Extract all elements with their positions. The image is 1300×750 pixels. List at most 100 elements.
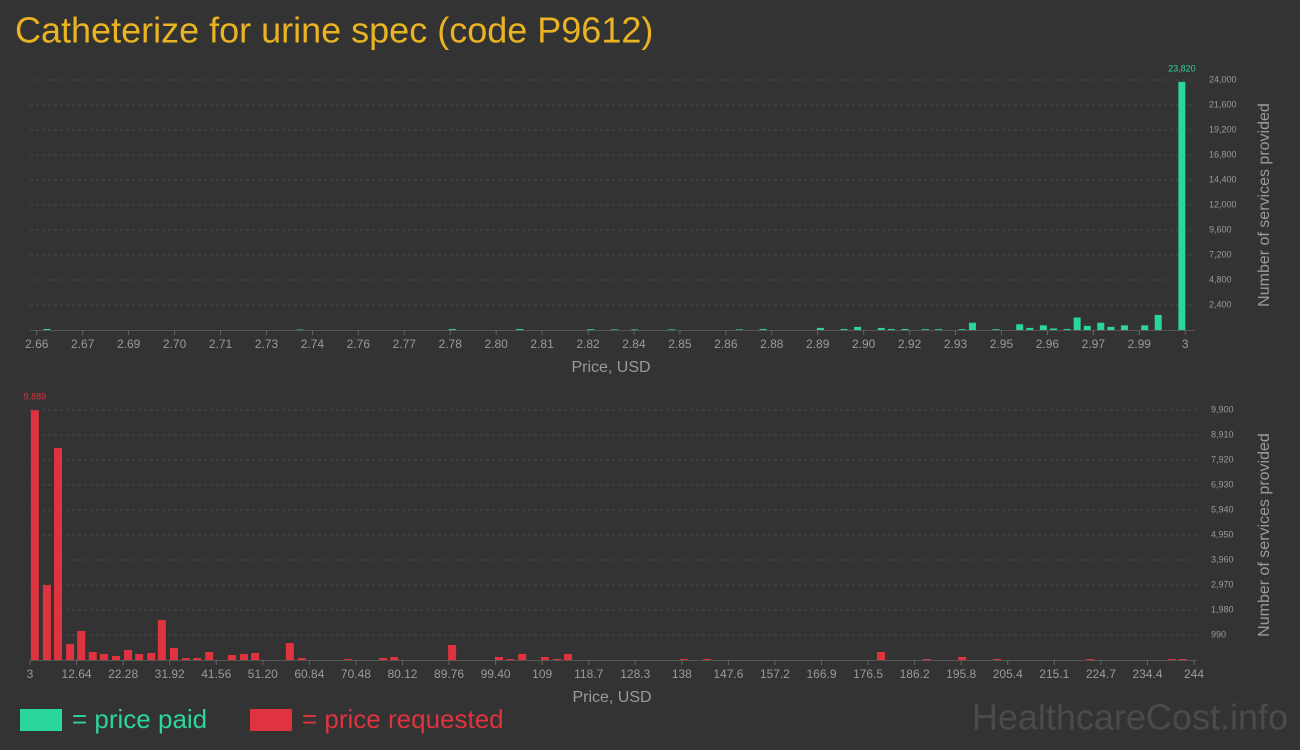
y-tick-label: 2,970 bbox=[1211, 579, 1234, 589]
bar bbox=[816, 327, 824, 330]
x-tick-label: 2.73 bbox=[255, 337, 279, 351]
bar bbox=[42, 585, 51, 660]
bar bbox=[958, 656, 967, 660]
x-tick-label: 2.86 bbox=[714, 337, 738, 351]
x-tick-label: 2.66 bbox=[25, 337, 49, 351]
x-tick-label: 2.85 bbox=[668, 337, 692, 351]
y-tick-label: 7,200 bbox=[1209, 249, 1232, 259]
x-tick-label: 224.7 bbox=[1086, 667, 1116, 681]
x-tick-label: 89.76 bbox=[434, 667, 464, 681]
bar bbox=[285, 643, 294, 660]
bar bbox=[1083, 325, 1091, 330]
y-tick-label: 4,950 bbox=[1211, 529, 1234, 539]
x-tick-label: 109 bbox=[532, 667, 552, 681]
bar bbox=[540, 656, 549, 660]
bar bbox=[968, 322, 976, 330]
x-tick-label: 51.20 bbox=[248, 667, 278, 681]
legend-swatch bbox=[250, 709, 292, 731]
x-tick-label: 147.6 bbox=[713, 667, 743, 681]
x-tick-label: 2.81 bbox=[530, 337, 554, 351]
bar bbox=[1120, 325, 1128, 330]
bar bbox=[564, 653, 573, 660]
x-tick-label: 138 bbox=[672, 667, 692, 681]
bar bbox=[494, 656, 503, 660]
x-tick-label: 2.71 bbox=[209, 337, 233, 351]
y-tick-label: 4,800 bbox=[1209, 274, 1232, 284]
bar bbox=[922, 658, 931, 660]
x-axis-title: Price, USD bbox=[571, 359, 650, 376]
bar bbox=[587, 329, 595, 330]
y-tick-label: 6,930 bbox=[1211, 479, 1234, 489]
y-tick-label: 14,400 bbox=[1209, 174, 1237, 184]
bar bbox=[877, 327, 885, 330]
x-tick-label: 2.95 bbox=[990, 337, 1014, 351]
data-label: 23,820 bbox=[1168, 63, 1196, 73]
data-label: 9,889 bbox=[24, 392, 47, 402]
x-tick-label: 157.2 bbox=[760, 667, 790, 681]
y-tick-label: 21,600 bbox=[1209, 99, 1237, 109]
y-tick-label: 12,000 bbox=[1209, 199, 1237, 209]
bar bbox=[296, 329, 304, 330]
bar bbox=[1016, 324, 1024, 330]
y-tick-label: 990 bbox=[1211, 629, 1226, 639]
bar bbox=[182, 658, 191, 660]
x-tick-label: 128.3 bbox=[620, 667, 650, 681]
watermark: HealthcareCost.info bbox=[972, 697, 1288, 738]
bar bbox=[1154, 314, 1162, 330]
y-tick-label: 2,400 bbox=[1209, 299, 1232, 309]
bar bbox=[1063, 328, 1071, 330]
bar bbox=[631, 329, 639, 330]
bar bbox=[1073, 317, 1081, 330]
x-tick-label: 3 bbox=[1182, 337, 1189, 351]
x-tick-label: 2.67 bbox=[71, 337, 95, 351]
bar bbox=[54, 448, 63, 660]
bar bbox=[958, 329, 966, 330]
bar bbox=[147, 653, 156, 660]
bar bbox=[679, 658, 688, 660]
bar bbox=[343, 658, 352, 660]
bar bbox=[135, 653, 144, 660]
bar bbox=[610, 329, 618, 330]
x-tick-label: 2.97 bbox=[1082, 337, 1106, 351]
bar bbox=[193, 658, 202, 660]
x-tick-label: 205.4 bbox=[993, 667, 1023, 681]
y-tick-label: 3,960 bbox=[1211, 554, 1234, 564]
y-tick-label: 19,200 bbox=[1209, 124, 1237, 134]
bar bbox=[840, 328, 848, 330]
bar bbox=[297, 658, 306, 660]
legend-label: = price paid bbox=[72, 704, 207, 734]
x-tick-label: 118.7 bbox=[574, 667, 603, 681]
bar bbox=[448, 645, 457, 660]
bar bbox=[516, 328, 524, 330]
bar bbox=[518, 653, 527, 660]
bar bbox=[99, 653, 108, 660]
x-tick-label: 2.92 bbox=[898, 337, 922, 351]
bar bbox=[992, 658, 1001, 660]
x-tick-label: 2.74 bbox=[301, 337, 325, 351]
bar bbox=[877, 651, 886, 660]
x-tick-label: 60.84 bbox=[294, 667, 324, 681]
bar bbox=[1178, 81, 1186, 330]
bar bbox=[239, 653, 248, 660]
bar bbox=[124, 650, 133, 660]
bar bbox=[448, 328, 456, 330]
x-tick-label: 176.5 bbox=[853, 667, 883, 681]
x-tick-label: 2.70 bbox=[163, 337, 187, 351]
y-tick-label: 1,980 bbox=[1211, 604, 1234, 614]
bar bbox=[111, 656, 120, 660]
x-tick-label: 2.84 bbox=[622, 337, 646, 351]
y-tick-label: 9,600 bbox=[1209, 224, 1232, 234]
bar bbox=[1050, 328, 1058, 330]
x-tick-label: 244 bbox=[1184, 667, 1204, 681]
bar bbox=[66, 643, 75, 660]
bar bbox=[735, 329, 743, 330]
bar bbox=[88, 651, 97, 660]
bar bbox=[1167, 658, 1176, 660]
bar bbox=[668, 329, 676, 330]
bar bbox=[1026, 327, 1034, 330]
bar bbox=[157, 620, 166, 660]
bar bbox=[30, 410, 39, 660]
y-tick-label: 7,920 bbox=[1211, 454, 1234, 464]
